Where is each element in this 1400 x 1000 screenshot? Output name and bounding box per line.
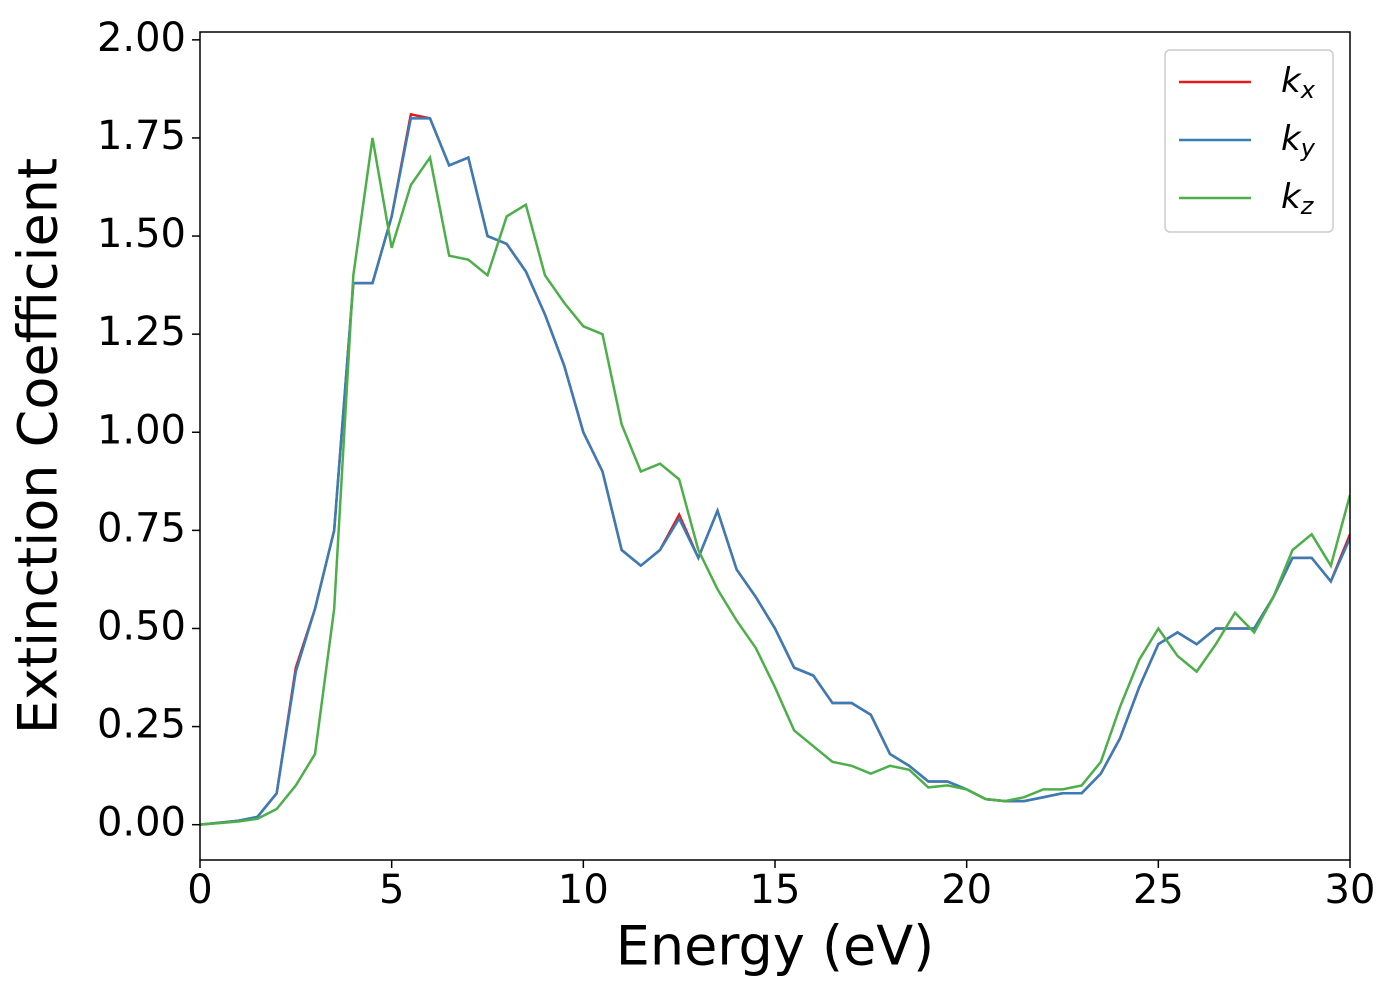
series-line	[200, 137, 1350, 826]
x-axis-label: Energy (eV)	[616, 915, 935, 978]
legend-label: kz	[1281, 177, 1315, 221]
series-line	[200, 117, 1350, 826]
y-tick-label: 0.50	[97, 603, 186, 649]
legend-label: ky	[1281, 119, 1316, 163]
plot-frame	[199, 31, 1351, 861]
x-tick-label: 0	[187, 867, 212, 913]
x-tick-label: 30	[1325, 867, 1376, 913]
y-tick-label: 1.25	[97, 309, 186, 355]
y-tick-label: 1.75	[97, 113, 186, 159]
x-tick-label: 20	[941, 867, 992, 913]
y-tick-label: 0.75	[97, 505, 186, 551]
x-tick-label: 25	[1133, 867, 1184, 913]
y-tick-label: 0.00	[97, 800, 186, 846]
y-tick-label: 2.00	[97, 15, 186, 61]
x-tick-label: 5	[379, 867, 404, 913]
x-tick-label: 10	[558, 867, 609, 913]
y-tick-label: 1.00	[97, 407, 186, 453]
y-axis-label: Extinction Coefficient	[7, 158, 70, 734]
y-tick-label: 0.25	[97, 702, 186, 748]
legend-label: kx	[1281, 61, 1316, 105]
y-tick-label: 1.50	[97, 211, 186, 257]
x-tick-label: 15	[750, 867, 801, 913]
